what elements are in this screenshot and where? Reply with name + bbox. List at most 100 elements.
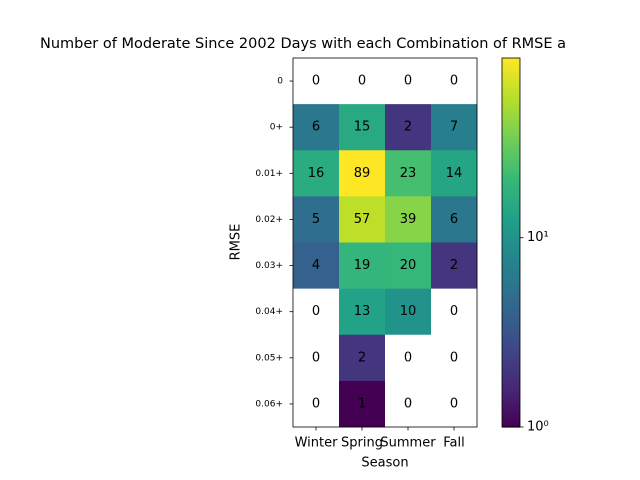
y-tick-label: 0.06+ [255, 399, 283, 409]
cell-label: 89 [354, 166, 371, 181]
colorbar-segment [502, 294, 520, 299]
colorbar-segment [502, 168, 520, 173]
colorbar-segment [502, 61, 520, 65]
heatmap-cell [339, 104, 386, 151]
colorbar-segment [502, 141, 520, 145]
colorbar-segment [502, 267, 520, 271]
colorbar-segment [502, 187, 520, 191]
colorbar-segment [502, 365, 520, 370]
colorbar-segment [502, 316, 520, 320]
heatmap-cell [431, 104, 478, 151]
colorbar-segment [502, 242, 520, 247]
colorbar-segment [502, 110, 520, 114]
y-tick-label: 0.03+ [255, 261, 283, 271]
colorbar-segment [502, 174, 520, 179]
colorbar-segment [502, 393, 520, 397]
colorbar-segment [502, 224, 520, 228]
colorbar-segment [502, 276, 520, 280]
cell-label: 0 [404, 396, 412, 411]
cell-label: 0 [450, 304, 458, 319]
colorbar-segment [502, 304, 520, 308]
heatmap-cell [385, 334, 432, 382]
heatmap-cell [293, 242, 340, 289]
colorbar-segment [502, 380, 520, 385]
colorbar-segment [502, 196, 520, 201]
plot-frame [292, 57, 478, 428]
heatmap-cell [385, 196, 432, 243]
heatmap-cell [431, 58, 478, 105]
colorbar-segment [502, 113, 520, 118]
heatmap-cell [431, 334, 478, 382]
colorbar-segment [502, 208, 520, 213]
heatmap-cell [293, 196, 340, 243]
cell-label: 7 [450, 120, 458, 135]
colorbar-segment [502, 285, 520, 290]
cell-label: 23 [400, 166, 417, 181]
heatmap-cell [431, 380, 478, 428]
heatmap-cell [431, 196, 478, 243]
heatmap-cell [293, 150, 340, 197]
cell-label: 2 [450, 258, 458, 273]
colorbar-segment [502, 411, 520, 416]
colorbar-segment [502, 165, 520, 170]
colorbar-segment [502, 310, 520, 314]
colorbar-segment [502, 368, 520, 373]
colorbar-segment [502, 239, 520, 244]
colorbar-segment [502, 79, 520, 84]
x-tick-label: Fall [443, 436, 464, 451]
colorbar-segment [502, 328, 520, 333]
cell-label: 15 [354, 120, 371, 135]
cell-label: 0 [450, 350, 458, 365]
colorbar-tick-label: 10⁰ [527, 420, 549, 435]
colorbar-segment [502, 190, 520, 194]
colorbar-segment [502, 193, 520, 197]
heatmap-cell [293, 58, 340, 105]
colorbar-segment [502, 107, 520, 111]
colorbar-segment [502, 177, 520, 182]
heatmap-cell [385, 58, 432, 105]
y-tick-label: 0.04+ [255, 307, 283, 317]
colorbar-segment [502, 331, 520, 336]
heatmap-cell [385, 242, 432, 289]
cell-label: 0 [312, 350, 320, 365]
colorbar-segment [502, 76, 520, 81]
colorbar-segment [502, 199, 520, 204]
colorbar-segment [502, 362, 520, 367]
colorbar-segment [502, 270, 520, 274]
colorbar-segment [502, 162, 520, 167]
cell-label: 5 [312, 212, 320, 227]
cell-label: 16 [308, 166, 325, 181]
colorbar-segment [502, 417, 520, 422]
heatmap-cell [431, 242, 478, 289]
colorbar-segment [502, 91, 520, 96]
colorbar-segment [502, 205, 520, 210]
colorbar-frame [501, 57, 521, 428]
y-axis-label: RMSE [229, 224, 244, 261]
colorbar-segment [502, 119, 520, 124]
colorbar-segment [502, 399, 520, 403]
colorbar-segment [502, 319, 520, 324]
colorbar-segment [502, 147, 520, 151]
colorbar-segment [502, 300, 520, 305]
colorbar-segment [502, 420, 520, 425]
colorbar-segment [502, 273, 520, 277]
colorbar-segment [502, 414, 520, 419]
cell-label: 2 [404, 120, 412, 135]
colorbar-segment [502, 387, 520, 391]
colorbar-segment [502, 122, 520, 127]
colorbar-segment [502, 337, 520, 342]
colorbar-segment [502, 254, 520, 259]
cell-label: 0 [312, 304, 320, 319]
colorbar-segment [502, 371, 520, 376]
colorbar-segment [502, 144, 520, 148]
cell-label: 0 [312, 396, 320, 411]
colorbar-segment [502, 377, 520, 382]
colorbar-segment [502, 181, 520, 185]
cell-label: 0 [404, 74, 412, 89]
heatmap-cell [293, 104, 340, 151]
cell-label: 57 [354, 212, 371, 227]
colorbar-segment [502, 94, 520, 99]
heatmap-cell [339, 196, 386, 243]
heatmap-cell [293, 334, 340, 382]
